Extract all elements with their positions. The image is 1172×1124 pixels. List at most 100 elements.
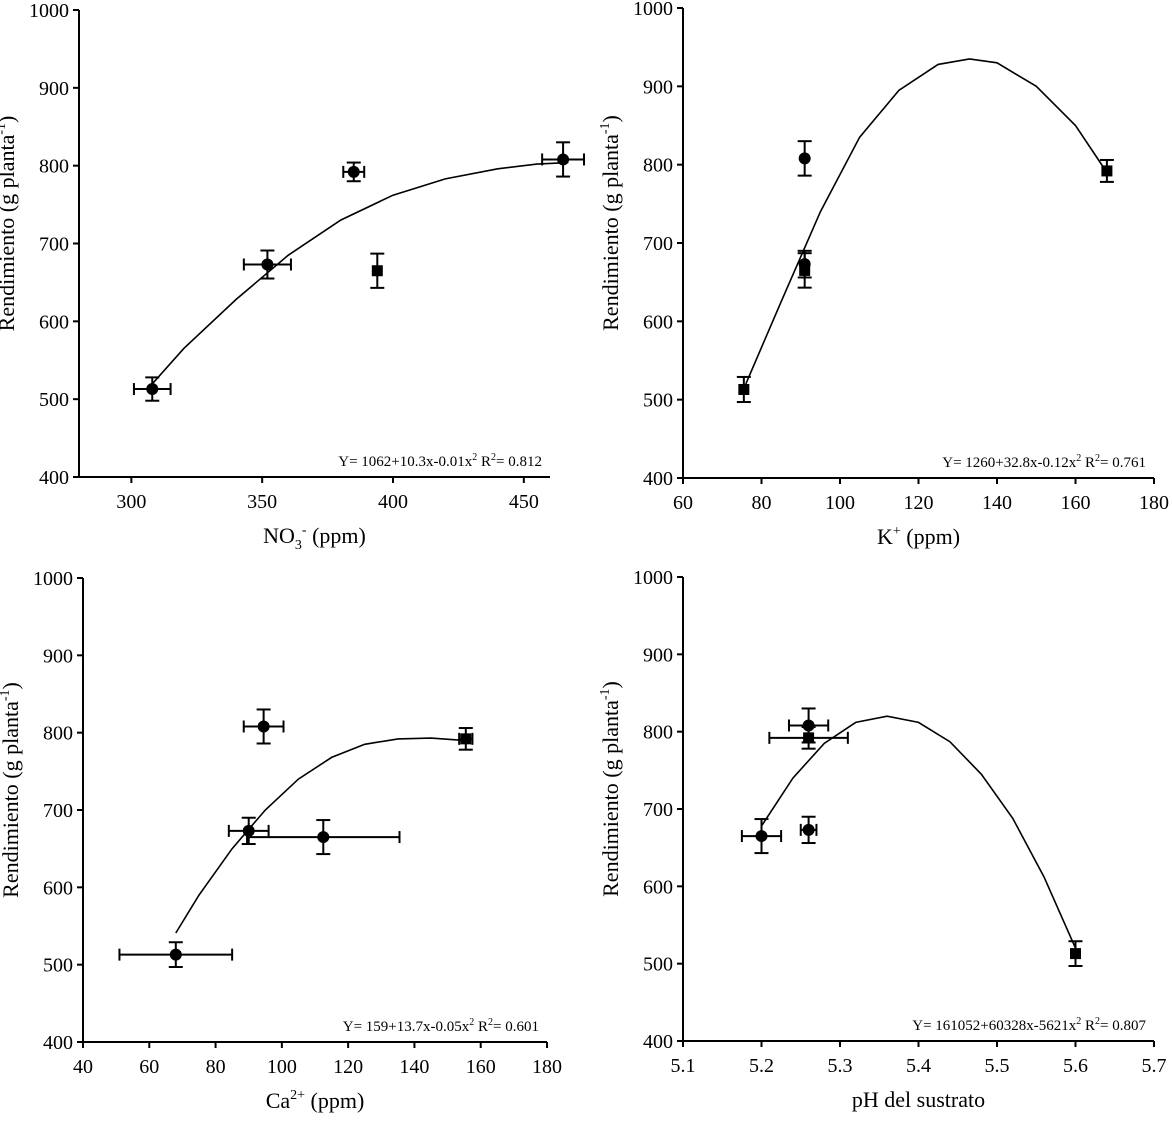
data-point [740,818,783,855]
y-axis-title-sup: -1 [598,688,613,700]
x-tick-label: 180 [1139,492,1169,514]
y-axis-title-close: ) [0,116,19,123]
r2-value: = 0.812 [496,454,542,470]
chart-panel-ph: 400 500 600 700 800 900 1000 5.1 5.2 5.3 5.4 5.5 5.6… [598,567,1167,1112]
chart-panel-ca: 400 500 600 700 800 900 1000 40 60 80 100 120 140 160… [0,568,562,1113]
y-tick-label: 800 [643,155,673,177]
x-tick-label: 60 [139,1056,159,1078]
y-axis-title-main: Rendimiento (g planta [0,701,23,898]
y-tick-label: 900 [643,76,673,98]
y-axis-title: Rendimiento (g planta-1) [0,682,23,898]
r2-label: R [474,1019,488,1035]
data-point [1068,940,1083,967]
square-marker [1070,948,1081,960]
x-axis-title-unit: (ppm) [901,524,960,549]
x-tick-label: 180 [532,1056,562,1078]
data-point [797,252,812,289]
chart-panel-no3: 400 500 600 700 800 900 1000 300 350 400 450 Y= 106… [0,0,586,553]
y-axis-title-sup: -1 [0,123,9,135]
equation-superscript: 2 [472,452,477,463]
data-point [736,375,751,404]
y-tick-label: 400 [643,468,673,490]
r2-superscript: 2 [488,1017,493,1028]
x-axis-title-main: NO [263,523,295,548]
x-tick-label: 140 [982,492,1012,514]
x-tick-label: 5.7 [1142,1055,1167,1077]
equation-text: Y= 159+13.7x-0.05x [343,1019,470,1035]
y-tick-label: 500 [43,955,73,977]
r2-value: = 0.807 [1100,1018,1146,1034]
r2-superscript: 2 [1095,453,1100,464]
x-axis-title-sub: 3 [295,538,302,553]
y-tick-label: 500 [643,390,673,412]
r2-superscript: 2 [491,452,496,463]
r2-label: R [1081,1018,1095,1034]
r2-value: = 0.601 [493,1019,539,1035]
equation-superscript: 2 [1076,453,1081,464]
x-axis-title-main: pH del sustrato [852,1087,985,1112]
x-tick-label: 100 [825,492,855,514]
y-tick-label: 900 [643,644,673,666]
x-tick-label: 300 [116,491,146,513]
x-axis-title-unit: (ppm) [305,1088,364,1113]
data-point [246,819,401,856]
y-axis-title-sup: -1 [0,689,13,701]
y-axis-title: Rendimiento (g planta-1) [0,116,19,332]
y-axis-title-close: ) [598,115,623,122]
y-tick-label: 700 [39,234,69,256]
equation-text: Y= 1260+32.8x-0.12x [942,455,1076,471]
circle-marker [802,823,815,836]
circle-marker [755,830,768,843]
data-point [797,140,812,177]
y-tick-label: 700 [643,799,673,821]
y-tick-label: 600 [643,876,673,898]
equation-text: Y= 161052+60328x-5621x [912,1018,1076,1034]
y-tick-label: 600 [43,877,73,899]
fit-curve [175,737,465,934]
r2-label: R [477,454,491,470]
x-axis-title: K+ (ppm) [877,524,960,549]
y-tick-label: 700 [43,800,73,822]
x-tick-label: 5.6 [1063,1055,1088,1077]
square-marker [371,265,383,277]
circle-marker [146,383,159,396]
r2-superscript: 2 [1095,1016,1100,1027]
circle-marker [261,258,274,271]
y-axis-title-main: Rendimiento (g planta [598,700,623,897]
x-axis-title-sup: 2+ [290,1088,305,1103]
data-point [118,941,234,968]
x-tick-label: 160 [466,1056,496,1078]
x-axis-title: pH del sustrato [852,1087,985,1112]
x-axis-title-main: Ca [266,1088,291,1113]
data-point [799,815,818,845]
square-marker [803,732,815,744]
square-marker [799,264,811,276]
x-tick-label: 5.5 [985,1055,1010,1077]
x-axis-title: NO3- (ppm) [263,523,366,553]
x-tick-label: 5.4 [906,1055,931,1077]
r2-label: R [1081,455,1095,471]
circle-marker [242,824,255,837]
equation-label: Y= 1062+10.3x-0.01x2 R2= 0.812 [338,452,542,470]
circle-marker [257,720,270,733]
y-tick-label: 500 [643,954,673,976]
y-tick-label: 900 [43,645,73,667]
y-tick-label: 800 [643,722,673,744]
fit-curve [745,58,1108,385]
x-tick-label: 5.3 [828,1055,853,1077]
data-point [132,376,172,402]
square-marker [738,383,750,395]
circle-marker [802,719,815,732]
x-tick-label: 350 [247,491,277,513]
y-axis-title-sup: -1 [598,122,613,134]
data-point [458,727,474,751]
y-tick-label: 500 [39,389,69,411]
data-point [768,726,849,750]
equation-superscript: 2 [469,1017,474,1028]
fit-curve [760,715,1077,949]
x-tick-label: 100 [267,1056,297,1078]
x-tick-label: 120 [904,492,934,514]
y-tick-label: 700 [643,233,673,255]
x-tick-label: 140 [399,1056,429,1078]
